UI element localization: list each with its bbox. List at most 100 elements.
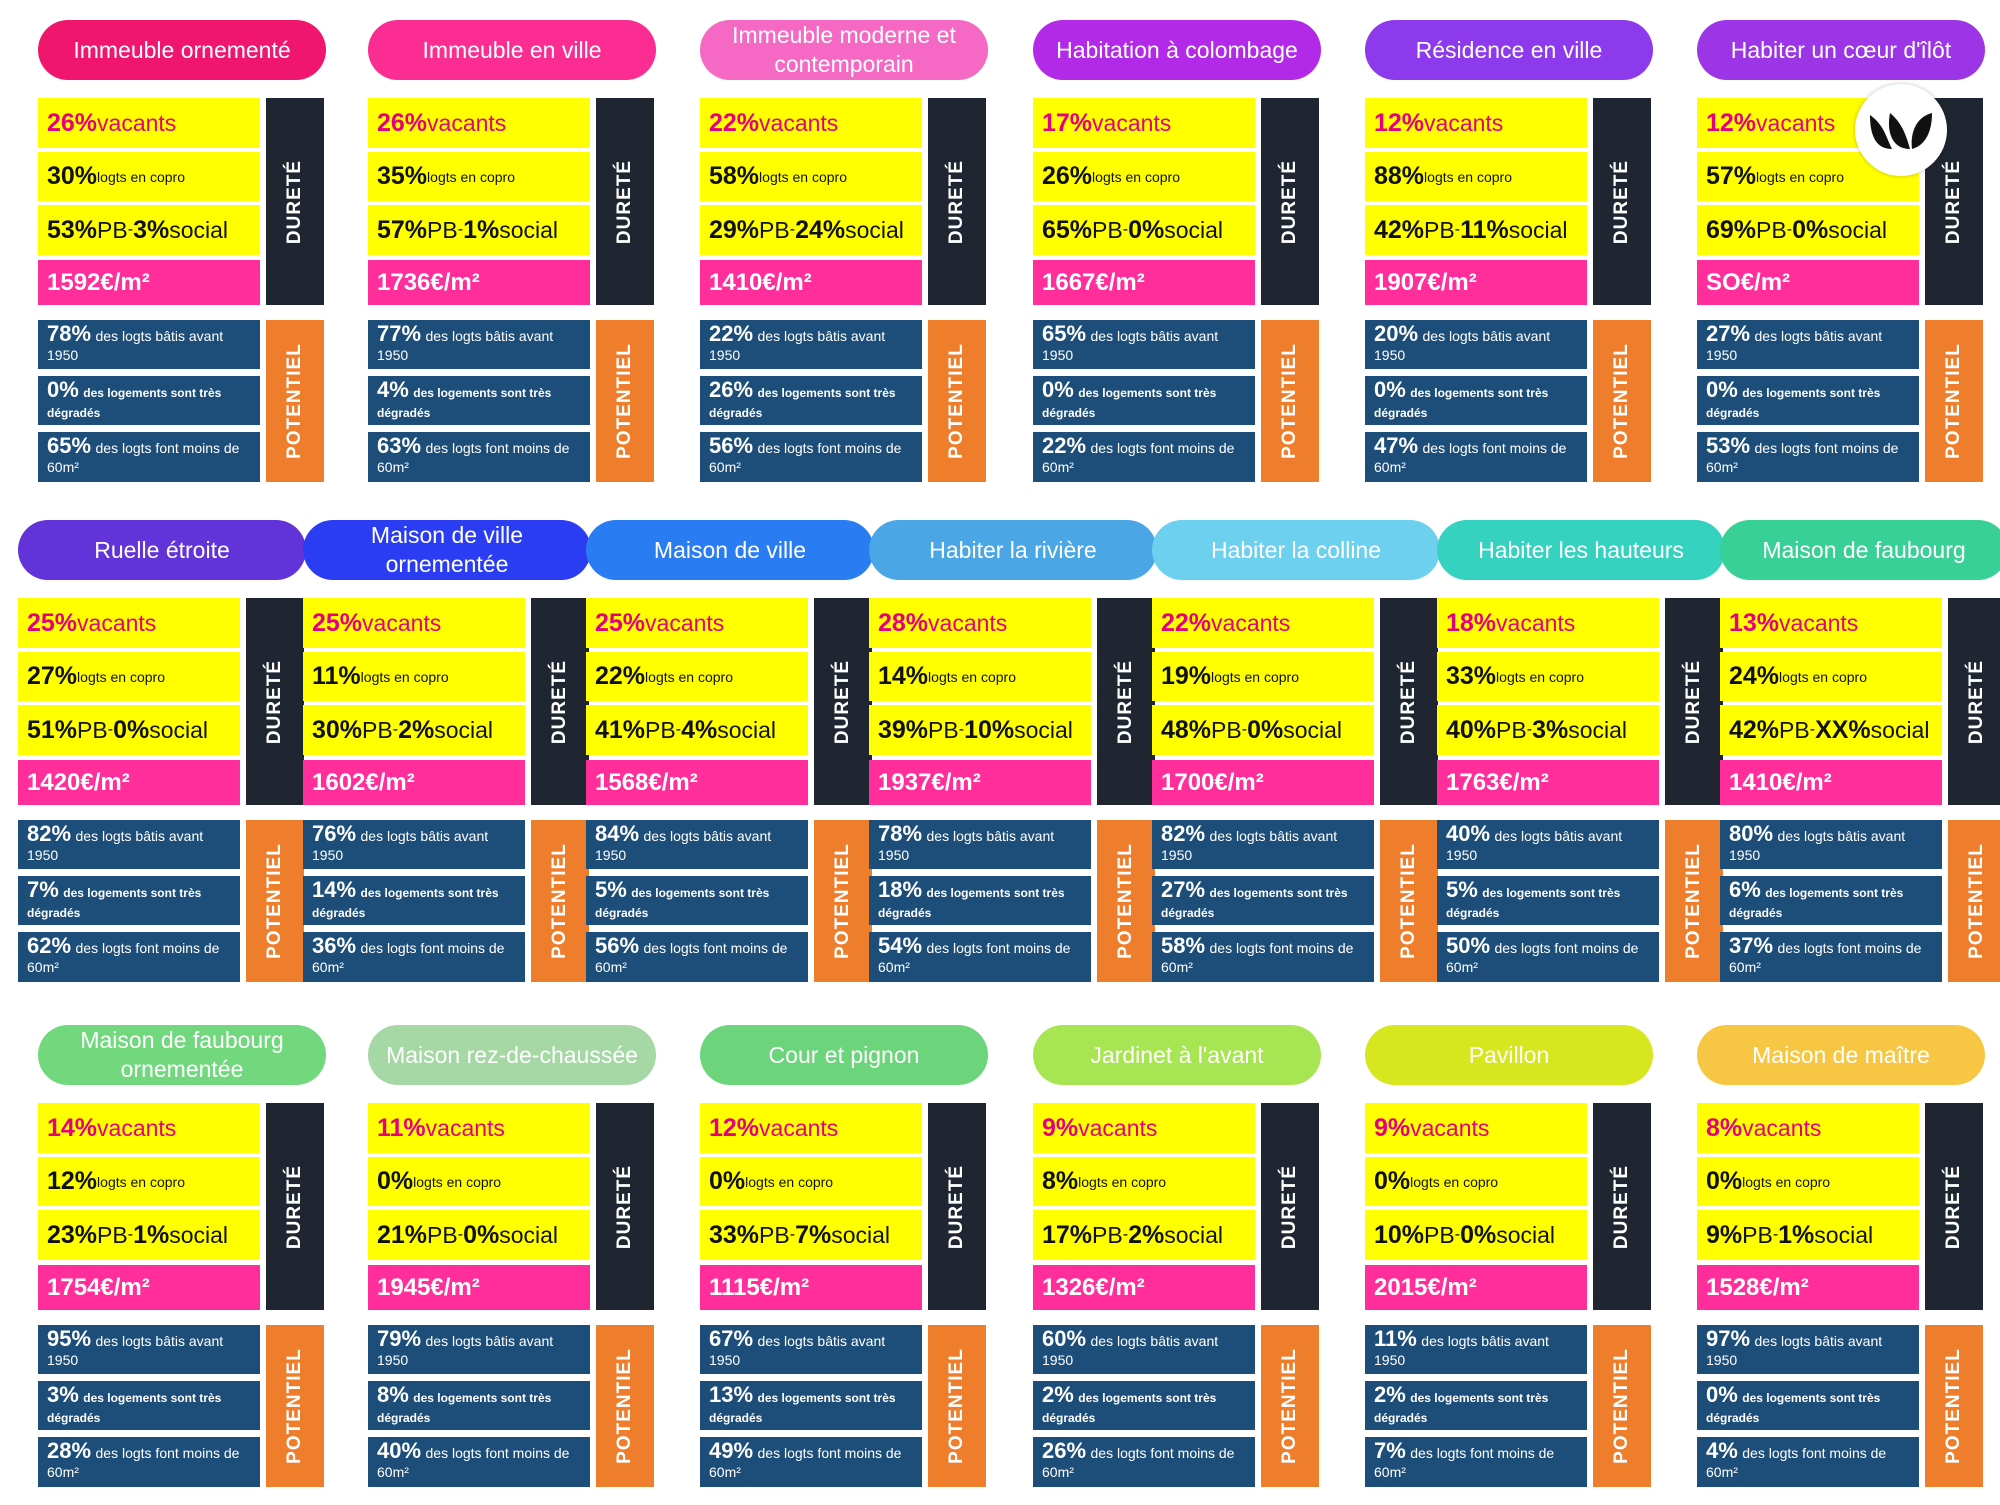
typology-card: Jardinet à l'avant 9% vacants 8% logts en … xyxy=(1033,1025,1321,1505)
small-label: des logts font moins de 60m² xyxy=(1729,940,1922,975)
copro-row: 12% logts en copro xyxy=(38,1157,260,1206)
potentiel-label: POTENTIEL xyxy=(1683,843,1704,959)
pb-label: PB xyxy=(1092,1221,1123,1248)
leaf-logo-icon xyxy=(1855,84,1947,176)
bati-label: des logts bâtis avant 1950 xyxy=(709,1333,886,1368)
price-row: 1592 €/m² xyxy=(38,260,260,305)
degrade-value: 13% xyxy=(709,1382,754,1407)
copro-value: 24% xyxy=(1729,662,1780,690)
pb-social-row: 53% PB - 3% social xyxy=(38,205,260,255)
durete-tab: DURETÉ xyxy=(1097,598,1155,805)
card-title-text: Maison de ville xyxy=(653,536,807,563)
pb-label: PB xyxy=(1779,716,1810,743)
pb-label: PB xyxy=(1424,1221,1455,1248)
degrade-label: des logements sont très dégradés xyxy=(1042,386,1217,420)
potentiel-tab: POTENTIEL xyxy=(1380,820,1438,982)
bati-label: des logts bâtis avant 1950 xyxy=(1706,1333,1883,1368)
vacants-label: vacants xyxy=(1410,1114,1490,1141)
card-title: Habiter un cœur d'îlôt xyxy=(1697,20,1985,80)
bati-value: 40% xyxy=(1446,821,1491,846)
card-title-text: Ruelle étroite xyxy=(94,536,230,563)
copro-label: logts en copro xyxy=(77,668,165,685)
bati-value: 97% xyxy=(1706,1326,1751,1351)
bati-row: 27% des logts bâtis avant 1950 xyxy=(1697,320,1919,369)
small-label: des logts font moins de 60m² xyxy=(878,940,1071,975)
social-label: social xyxy=(1814,1221,1874,1248)
typology-card: Immeuble en ville 26% vacants 35% logts en… xyxy=(368,20,656,500)
pb-value: 40% xyxy=(1446,715,1497,744)
price-value: SO xyxy=(1706,268,1741,296)
pb-social-row: 23% PB - 1% social xyxy=(38,1210,260,1260)
small-dwelling-row: 22% des logts font moins de 60m² xyxy=(1033,432,1255,482)
degrade-value: 0% xyxy=(1374,377,1406,402)
vacants-row: 28% vacants xyxy=(869,598,1091,648)
degrade-value: 2% xyxy=(1374,1382,1406,1407)
card-title: Habitation à colombage xyxy=(1033,20,1321,80)
copro-row: 24% logts en copro xyxy=(1720,652,1942,701)
degrade-value: 27% xyxy=(1161,877,1206,902)
price-row: 1763 €/m² xyxy=(1437,760,1659,805)
price-value: 1937 xyxy=(878,768,932,796)
durete-tab: DURETÉ xyxy=(1925,1103,1983,1310)
bati-value: 84% xyxy=(595,821,640,846)
social-label: social xyxy=(831,1221,891,1248)
pb-social-row: 42% PB - 11% social xyxy=(1365,205,1587,255)
small-dwelling-row: 26% des logts font moins de 60m² xyxy=(1033,1437,1255,1487)
bati-row: 82% des logts bâtis avant 1950 xyxy=(1152,820,1374,869)
small-label: des logts font moins de 60m² xyxy=(1374,1445,1555,1480)
degrade-label: des logements sont très dégradés xyxy=(1374,386,1549,420)
pb-label: PB xyxy=(427,216,458,243)
vacants-label: vacants xyxy=(427,109,507,136)
degrade-value: 7% xyxy=(27,877,59,902)
durete-tab: DURETÉ xyxy=(1593,98,1651,305)
price-row: 1410 €/m² xyxy=(700,260,922,305)
pb-label: PB xyxy=(97,216,128,243)
durete-label: DURETÉ xyxy=(549,659,570,744)
durete-tab: DURETÉ xyxy=(1665,598,1723,805)
pb-value: 42% xyxy=(1729,715,1780,744)
potentiel-tab: POTENTIEL xyxy=(1261,1325,1319,1487)
copro-value: 30% xyxy=(47,162,98,190)
copro-value: 26% xyxy=(1042,162,1093,190)
vacants-row: 25% vacants xyxy=(586,598,808,648)
pb-value: 51% xyxy=(27,715,78,744)
social-label: social xyxy=(1014,716,1073,743)
small-value: 47% xyxy=(1374,433,1419,458)
degrade-row: 0% des logements sont très dégradés xyxy=(1697,376,1919,425)
price-unit: €/m² xyxy=(1095,268,1145,296)
price-row: 1754 €/m² xyxy=(38,1265,260,1310)
vacants-label: vacants xyxy=(1078,1114,1158,1141)
vacants-row: 13% vacants xyxy=(1720,598,1942,648)
price-row: 1667 €/m² xyxy=(1033,260,1255,305)
durete-tab: DURETÉ xyxy=(1261,98,1319,305)
vacants-value: 25% xyxy=(312,608,363,637)
pb-social-row: 42% PB - XX% social xyxy=(1720,705,1942,755)
social-label: social xyxy=(499,1221,559,1248)
degrade-label: des logements sont très dégradés xyxy=(709,1391,896,1425)
small-value: 53% xyxy=(1706,433,1751,458)
vacants-value: 22% xyxy=(1161,608,1212,637)
small-value: 62% xyxy=(27,933,72,958)
bati-row: 76% des logts bâtis avant 1950 xyxy=(303,820,525,869)
potentiel-label: POTENTIEL xyxy=(284,343,305,459)
price-unit: €/m² xyxy=(648,768,698,796)
card-title: Maison de ville xyxy=(586,520,874,580)
degrade-label: des logements sont très dégradés xyxy=(47,1391,222,1425)
pb-label: PB xyxy=(1756,216,1787,243)
bati-label: des logts bâtis avant 1950 xyxy=(1374,328,1551,363)
vacants-value: 12% xyxy=(1374,108,1425,137)
card-title: Jardinet à l'avant xyxy=(1033,1025,1321,1085)
durete-label: DURETÉ xyxy=(832,659,853,744)
copro-value: 35% xyxy=(377,162,428,190)
copro-value: 12% xyxy=(47,1167,98,1195)
vacants-value: 8% xyxy=(1706,1113,1743,1142)
bati-value: 78% xyxy=(47,321,92,346)
price-row: 1945 €/m² xyxy=(368,1265,590,1310)
vacants-row: 18% vacants xyxy=(1437,598,1659,648)
copro-value: 0% xyxy=(1706,1167,1743,1195)
small-label: des logts font moins de 60m² xyxy=(1161,940,1354,975)
potentiel-label: POTENTIEL xyxy=(1966,843,1987,959)
pb-label: PB xyxy=(645,716,676,743)
small-label: des logts font moins de 60m² xyxy=(1706,440,1899,475)
bati-label: des logts bâtis avant 1950 xyxy=(1042,1333,1219,1368)
